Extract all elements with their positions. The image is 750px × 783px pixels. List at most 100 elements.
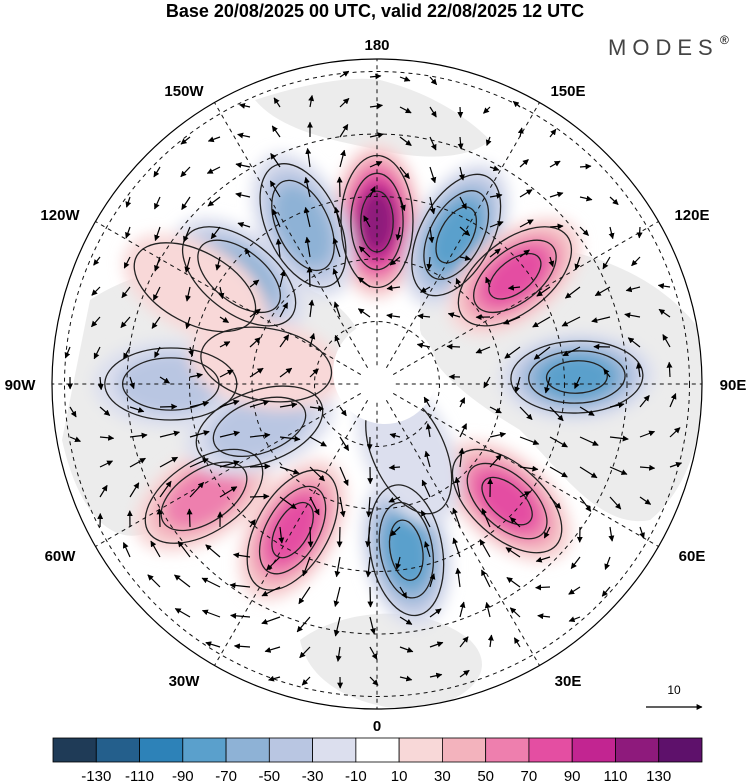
wind-arrow <box>201 609 221 618</box>
wind-arrow <box>609 466 628 475</box>
wind-arrow <box>333 206 341 228</box>
wind-arrow <box>219 316 230 324</box>
wind-arrow <box>296 616 311 633</box>
longitude-labels: 180 0 90W 90E 150W 120W 150E 120E 60W 30… <box>5 37 747 735</box>
wind-arrow <box>369 646 378 660</box>
wind-arrow <box>662 334 671 348</box>
wind-arrow <box>301 676 311 686</box>
wind-arrow <box>309 466 325 482</box>
wind-arrow <box>183 226 191 243</box>
wind-arrow <box>533 346 551 360</box>
wind-arrow <box>459 601 466 618</box>
contour-ring-group <box>133 242 257 333</box>
wind-arrow <box>206 166 221 174</box>
wind-arrow <box>425 423 432 438</box>
brand-registered-mark: ® <box>720 33 729 47</box>
wind-arrow <box>305 147 312 168</box>
wind-arrow <box>121 286 131 299</box>
reference-vector-label: 10 <box>667 683 681 697</box>
lon-label-30e: 30E <box>555 673 582 690</box>
wind-arrow <box>489 406 502 414</box>
wind-arrow <box>279 334 290 348</box>
colorbar-tick-label: 30 <box>434 768 451 783</box>
wind-arrow <box>99 484 108 498</box>
wind-arrow <box>535 584 551 591</box>
wind-arrow <box>184 256 191 273</box>
wind-arrow <box>631 256 641 267</box>
wind-arrow <box>365 496 372 518</box>
wind-arrow <box>594 286 611 297</box>
wind-arrow <box>189 430 210 438</box>
wind-arrow <box>261 616 281 625</box>
wind-arrow <box>159 456 179 468</box>
wind-arrow <box>339 406 347 417</box>
wind-arrow <box>602 256 611 270</box>
wind-arrow <box>154 226 161 242</box>
wind-arrow <box>608 226 615 240</box>
wind-arrow <box>455 277 462 288</box>
wind-arrow <box>249 279 260 288</box>
wind-arrow <box>219 430 240 438</box>
colorbar-swatch <box>658 737 703 763</box>
wind-arrow <box>485 276 491 288</box>
wind-arrow <box>657 283 671 290</box>
wind-arrow <box>207 196 221 207</box>
contour-lines <box>104 154 644 617</box>
wind-arrow <box>489 454 502 468</box>
wind-arrow <box>367 586 374 608</box>
meridian <box>95 392 362 547</box>
wind-arrow <box>513 637 521 648</box>
colorbar-swatch <box>571 737 616 763</box>
wind-arrow <box>579 406 595 417</box>
wind-arrow <box>249 519 256 528</box>
wind-arrow <box>429 672 443 679</box>
wind-arrow <box>369 676 379 686</box>
wind-arrow <box>503 316 521 325</box>
wind-arrow <box>424 450 431 468</box>
wind-arrow <box>268 675 281 682</box>
colorbar-swatch <box>225 737 270 763</box>
wind-arrow <box>509 607 521 618</box>
wind-arrow <box>519 249 530 258</box>
wind-arrow <box>189 481 205 498</box>
wind-arrow <box>154 256 161 272</box>
wind-arrow <box>429 76 438 86</box>
colorbar-swatch <box>95 737 140 763</box>
wind-arrow <box>564 286 581 299</box>
graticule <box>52 59 702 709</box>
wind-arrow <box>233 552 251 559</box>
wind-arrow <box>446 343 461 350</box>
wind-arrow <box>399 106 412 114</box>
wind-arrow <box>399 616 413 625</box>
wind-arrow <box>489 431 507 438</box>
wind-arrow <box>669 461 683 468</box>
wind-arrow <box>181 196 191 210</box>
wind-arrow <box>420 510 431 528</box>
map-border <box>51 58 703 710</box>
wind-arrow <box>389 432 401 439</box>
wind-arrow <box>150 540 161 558</box>
wind-arrow <box>624 312 641 319</box>
wind-arrow <box>219 486 238 498</box>
wind-arrow <box>219 460 240 468</box>
wind-arrow <box>459 669 470 678</box>
wind-arrow <box>180 136 191 145</box>
wind-arrow <box>517 127 524 138</box>
wind-arrow <box>485 136 492 146</box>
wind-arrow <box>454 476 461 498</box>
wind-arrow <box>279 435 301 442</box>
wind-arrow <box>159 376 171 384</box>
wind-arrow <box>604 556 611 570</box>
wind-arrow <box>369 186 376 198</box>
wind-arrow <box>512 100 521 108</box>
wind-arrow <box>357 276 371 288</box>
wind-arrow <box>457 106 464 118</box>
wind-arrow <box>574 376 581 389</box>
wind-arrow <box>357 308 371 318</box>
wind-arrow <box>579 195 593 202</box>
latitude-circle <box>126 133 628 635</box>
wind-arrow <box>249 367 264 378</box>
wind-arrow <box>207 136 221 143</box>
wind-arrow <box>177 540 191 558</box>
wind-arrow <box>639 496 652 505</box>
